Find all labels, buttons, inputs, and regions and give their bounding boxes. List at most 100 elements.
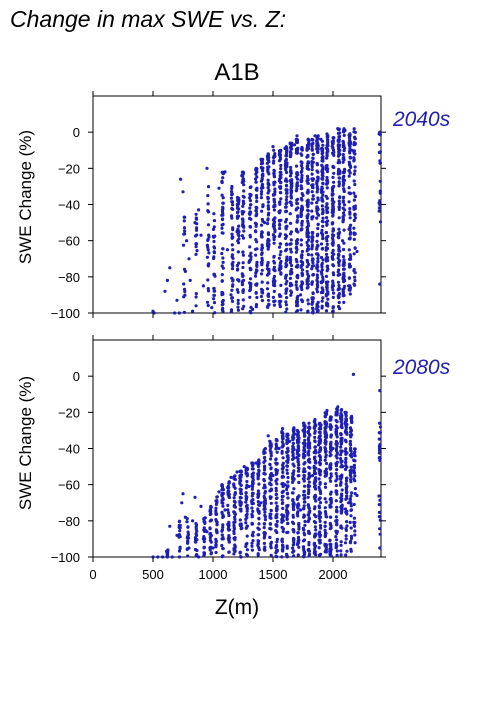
data-point — [315, 140, 320, 145]
data-point — [248, 224, 252, 229]
data-point — [199, 504, 203, 508]
data-point — [236, 199, 240, 203]
data-point — [286, 458, 290, 462]
data-point — [235, 195, 240, 200]
data-point — [348, 498, 352, 502]
data-point — [285, 201, 289, 205]
data-point — [232, 531, 236, 536]
data-point — [349, 430, 353, 434]
data-point — [305, 269, 309, 274]
data-point — [295, 201, 299, 206]
data-point — [226, 490, 230, 494]
data-point — [281, 437, 285, 441]
data-point — [352, 191, 356, 195]
y-tick-label: 0 — [73, 125, 80, 140]
data-point — [353, 487, 357, 491]
data-point — [295, 134, 299, 138]
data-point — [223, 508, 227, 512]
data-point — [295, 187, 299, 191]
data-point — [181, 243, 186, 247]
data-point — [339, 457, 343, 461]
data-point — [297, 466, 301, 471]
data-point — [253, 274, 258, 278]
data-point — [238, 518, 242, 522]
data-point — [284, 291, 288, 295]
data-point — [260, 160, 264, 164]
data-point — [284, 168, 288, 172]
data-point — [314, 451, 318, 455]
data-point — [349, 526, 353, 530]
data-point — [257, 517, 261, 521]
data-point — [353, 212, 357, 216]
data-point — [245, 473, 249, 477]
data-point — [313, 460, 317, 464]
data-point — [226, 511, 231, 515]
data-point — [285, 287, 289, 291]
data-point — [248, 216, 252, 220]
data-point — [316, 256, 320, 261]
data-point — [319, 255, 324, 260]
data-point — [178, 545, 182, 549]
data-point — [339, 442, 343, 446]
data-point — [326, 290, 330, 294]
data-point — [300, 192, 304, 196]
data-point — [286, 455, 290, 459]
data-point — [323, 528, 327, 532]
data-point — [266, 182, 270, 186]
data-point — [273, 180, 277, 184]
data-point — [324, 274, 329, 278]
data-point — [321, 275, 325, 279]
data-point — [263, 510, 267, 514]
data-point — [284, 273, 288, 277]
data-point — [256, 542, 260, 546]
x-axis-label: Z(m) — [215, 596, 259, 619]
data-point — [316, 134, 320, 138]
data-point — [306, 238, 311, 242]
data-point — [336, 172, 340, 176]
data-point — [319, 427, 323, 431]
data-point — [251, 471, 255, 475]
data-point — [277, 218, 281, 223]
data-point — [289, 269, 293, 273]
x-tick-label: 2000 — [319, 567, 348, 582]
data-point — [262, 456, 267, 460]
data-point — [353, 195, 357, 199]
data-point — [302, 462, 306, 466]
data-point — [299, 196, 303, 201]
data-point — [212, 289, 216, 293]
data-point — [284, 276, 288, 280]
data-point — [221, 525, 225, 529]
data-point — [257, 459, 261, 463]
data-point — [297, 527, 301, 531]
data-point — [326, 167, 330, 171]
data-point — [307, 484, 312, 488]
data-point — [353, 278, 357, 283]
data-point — [274, 489, 278, 493]
data-point — [251, 530, 255, 535]
data-point — [275, 482, 279, 486]
data-point — [231, 248, 235, 252]
data-point — [266, 281, 270, 285]
data-point — [305, 214, 309, 218]
data-point — [339, 414, 343, 418]
y-tick-label: −100 — [51, 550, 80, 565]
data-point — [315, 182, 319, 186]
data-point — [352, 458, 356, 463]
data-point — [177, 555, 181, 559]
data-point — [348, 139, 352, 143]
data-point — [233, 491, 237, 495]
data-point — [318, 506, 322, 510]
data-point — [296, 474, 300, 478]
data-point — [312, 520, 317, 524]
data-point — [318, 501, 323, 505]
data-point — [353, 169, 357, 173]
data-point — [332, 165, 336, 170]
data-point — [336, 256, 340, 260]
data-point — [334, 499, 338, 503]
data-point — [300, 227, 304, 232]
data-point — [235, 470, 239, 474]
data-point — [178, 529, 182, 533]
data-point — [315, 201, 319, 205]
data-point — [299, 160, 303, 164]
data-point — [289, 247, 293, 251]
